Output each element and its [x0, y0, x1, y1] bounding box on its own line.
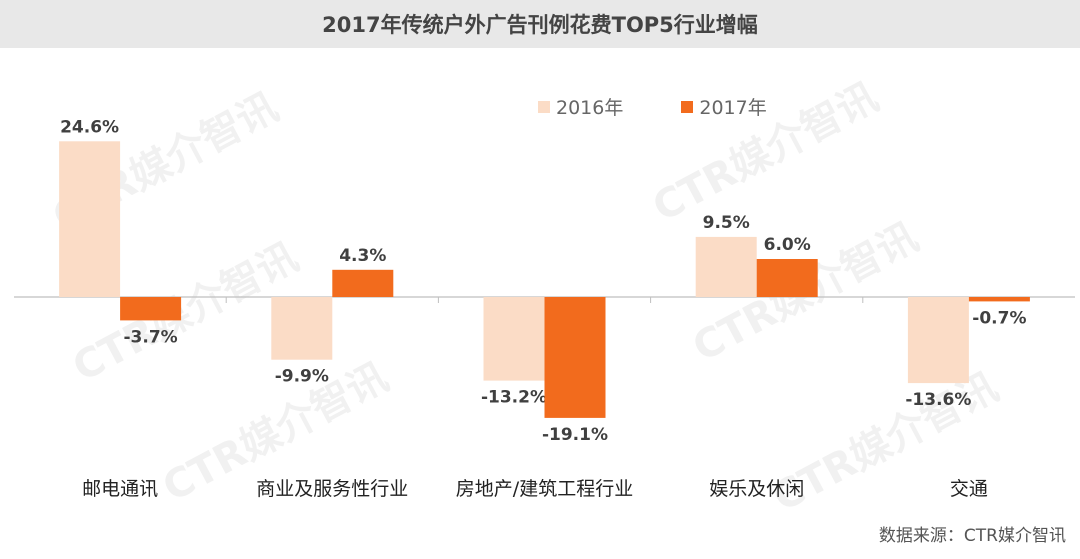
bar-2016-3 [695, 236, 757, 297]
chart-title: 2017年传统户外广告刊例花费TOP5行业增幅 [322, 13, 758, 37]
bar-2017-4 [968, 297, 1030, 302]
data-label-2017-1: 4.3% [339, 246, 386, 266]
bar-2016-4 [907, 297, 969, 384]
bar-2016-1 [271, 297, 333, 360]
category-label-4: 交通 [950, 478, 988, 500]
source-note: 数据来源：CTR媒介智讯 [878, 526, 1066, 546]
data-label-2017-3: 6.0% [764, 235, 811, 255]
data-label-2016-4: -13.6% [905, 390, 971, 410]
bar-2016-0 [59, 141, 121, 297]
category-label-2: 房地产/建筑工程行业 [456, 478, 633, 500]
category-label-1: 商业及服务性行业 [256, 478, 408, 500]
data-label-2016-2: -13.2% [481, 388, 547, 408]
legend-label-2017: 2017年 [699, 97, 767, 119]
legend: 2016年 2017年 [538, 93, 825, 120]
legend-item-2017: 2017年 [681, 93, 767, 120]
legend-label-2016: 2016年 [556, 97, 624, 119]
data-label-2017-0: -3.7% [123, 327, 177, 347]
data-label-2017-4: -0.7% [972, 308, 1026, 328]
legend-swatch-2016 [538, 100, 550, 113]
bar-2017-2 [544, 297, 606, 418]
bar-2017-3 [756, 259, 818, 297]
data-label-2016-0: 24.6% [60, 117, 119, 137]
title-band: 2017年传统户外广告刊例花费TOP5行业增幅 [0, 0, 1080, 48]
data-label-2017-2: -19.1% [542, 425, 608, 445]
category-label-0: 邮电通讯 [82, 478, 158, 500]
bar-2017-1 [332, 269, 394, 297]
data-label-2016-1: -9.9% [275, 367, 329, 387]
legend-swatch-2017 [681, 100, 694, 113]
bar-2017-0 [120, 297, 182, 321]
legend-item-2016: 2016年 [538, 93, 623, 120]
data-label-2016-3: 9.5% [703, 213, 750, 233]
bar-2016-2 [483, 297, 545, 381]
category-label-3: 娱乐及休闲 [709, 478, 804, 500]
